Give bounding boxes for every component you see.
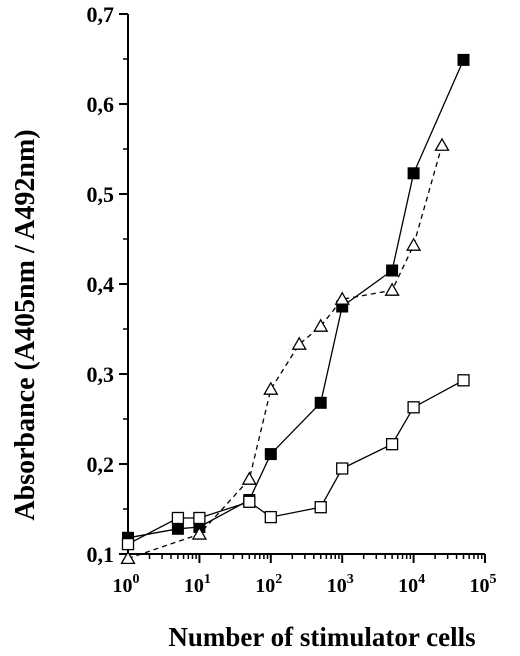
axes — [127, 14, 485, 555]
x-ticks: 100 101 102 103 104 105 — [113, 554, 497, 597]
y-tick-label: 0,2 — [87, 452, 115, 477]
data-point — [384, 282, 400, 296]
data-point — [434, 137, 450, 151]
x-tick-label: 101 — [184, 572, 211, 597]
y-tick-label: 0,5 — [87, 182, 115, 207]
y-tick-label: 0,1 — [87, 542, 115, 567]
data-point — [264, 448, 277, 461]
data-point — [264, 510, 277, 524]
data-point — [334, 291, 350, 305]
series-open-square — [121, 374, 470, 551]
data-point — [314, 396, 327, 409]
data-point — [405, 237, 422, 251]
data-point — [171, 511, 185, 525]
x-tick-label: 104 — [398, 572, 425, 597]
y-ticks: 0,1 0,2 0,3 0,4 0,5 0,6 0,7 — [87, 2, 128, 567]
series-line — [127, 145, 443, 560]
x-axis-title: Number of stimulator cells — [168, 622, 475, 652]
x-tick-label: 100 — [113, 572, 140, 597]
x-tick-label: 103 — [327, 572, 354, 597]
y-tick-label: 0,3 — [87, 362, 115, 387]
data-point — [121, 537, 135, 551]
y-axis-title: Absorbance (A405nm / A492nm) — [10, 129, 41, 520]
data-point — [263, 381, 279, 395]
data-point — [336, 462, 349, 475]
data-point — [241, 471, 257, 485]
data-point — [291, 336, 307, 350]
series-line — [127, 379, 464, 545]
data-point — [314, 501, 327, 514]
data-point — [243, 495, 256, 508]
x-tick-label: 102 — [255, 572, 282, 597]
data-point — [313, 318, 329, 332]
data-point — [457, 374, 470, 387]
y-tick-label: 0,4 — [87, 272, 115, 297]
data-point — [407, 401, 420, 414]
data-point — [457, 53, 470, 66]
data-point — [386, 264, 399, 277]
x-tick-label: 105 — [470, 572, 497, 597]
data-point — [120, 550, 136, 565]
series-line — [127, 59, 465, 539]
y-tick-label: 0,7 — [87, 2, 115, 27]
data-point — [385, 438, 399, 451]
y-tick-label: 0,6 — [87, 92, 115, 117]
data-point — [191, 526, 208, 540]
series-layer — [120, 53, 470, 565]
data-point — [193, 511, 206, 525]
series-open-triangle — [120, 137, 450, 565]
data-point — [171, 522, 184, 535]
data-point — [407, 167, 420, 180]
series-filled-square — [122, 53, 470, 544]
